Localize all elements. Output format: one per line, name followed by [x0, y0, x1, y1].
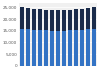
Bar: [20, 29, 24, 66]
Bar: [44, 30, 48, 66]
Bar: [56, 31, 60, 66]
Bar: [86, 8, 90, 29]
Bar: [26, 29, 30, 66]
Bar: [92, 29, 96, 66]
Bar: [38, 9, 42, 30]
Bar: [50, 31, 54, 66]
Bar: [20, 7, 24, 29]
Bar: [26, 8, 30, 29]
Bar: [38, 30, 42, 66]
Bar: [32, 30, 36, 66]
Bar: [68, 30, 72, 66]
Bar: [74, 30, 78, 66]
Bar: [50, 10, 54, 31]
Bar: [32, 9, 36, 30]
Bar: [68, 10, 72, 30]
Bar: [80, 30, 84, 66]
Bar: [86, 29, 90, 66]
Bar: [44, 10, 48, 30]
Bar: [56, 10, 60, 31]
Bar: [92, 7, 96, 29]
Bar: [74, 9, 78, 30]
Bar: [80, 9, 84, 30]
Bar: [62, 10, 66, 31]
Bar: [62, 31, 66, 66]
